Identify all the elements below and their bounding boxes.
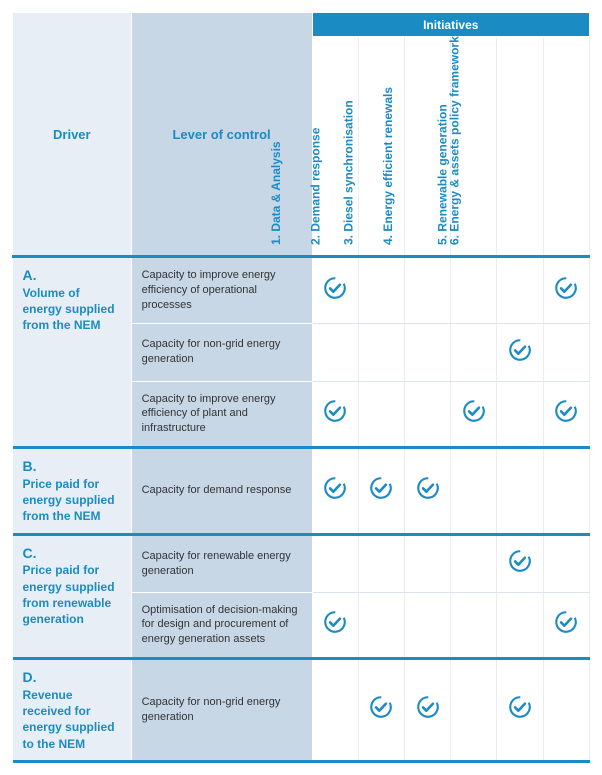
- check-cell: [405, 381, 451, 448]
- driver-title: Revenue received for energy supplied to …: [23, 688, 115, 751]
- check-cell: [358, 323, 404, 381]
- check-cell: [312, 659, 358, 762]
- check-cell: [405, 592, 451, 659]
- driver-title: Price paid for energy supplied from the …: [23, 477, 115, 523]
- driver-cell: A. Volume of energy supplied from the NEM: [13, 257, 132, 448]
- check-icon: [368, 694, 394, 720]
- check-cell: [405, 323, 451, 381]
- check-cell: [405, 257, 451, 324]
- check-icon: [553, 275, 579, 301]
- lever-cell: Optimisation of decision-making for desi…: [131, 592, 312, 659]
- check-cell: [358, 659, 404, 762]
- check-cell: [358, 257, 404, 324]
- check-icon: [553, 398, 579, 424]
- check-cell: [312, 592, 358, 659]
- check-cell: [312, 534, 358, 592]
- initiative-header: 5. Renewable generation: [497, 37, 543, 257]
- check-cell: [497, 592, 543, 659]
- driver-cell: B. Price paid for energy supplied from th…: [13, 448, 132, 534]
- check-cell: [312, 257, 358, 324]
- lever-cell: Capacity for non-grid energy generation: [131, 659, 312, 762]
- initiative-label: 1. Data & Analysis: [269, 141, 283, 245]
- check-icon: [322, 475, 348, 501]
- check-icon: [322, 609, 348, 635]
- check-cell: [451, 659, 497, 762]
- check-cell: [312, 323, 358, 381]
- check-cell: [358, 448, 404, 534]
- header-driver: Driver: [13, 13, 132, 257]
- check-cell: [312, 448, 358, 534]
- check-icon: [415, 694, 441, 720]
- driver-letter: C.: [23, 545, 37, 561]
- driver-cell: C. Price paid for energy supplied from re…: [13, 534, 132, 659]
- matrix-table: Driver Lever of control Initiatives 1. D…: [12, 12, 590, 763]
- check-cell: [405, 659, 451, 762]
- driver-title: Volume of energy supplied from the NEM: [23, 286, 115, 332]
- check-icon: [461, 398, 487, 424]
- check-cell: [451, 448, 497, 534]
- check-cell: [451, 592, 497, 659]
- driver-letter: D.: [23, 669, 37, 685]
- check-cell: [543, 257, 589, 324]
- header-lever: Lever of control: [131, 13, 312, 257]
- check-icon: [507, 548, 533, 574]
- initiative-label: 6. Energy & assets policy framework: [448, 36, 462, 245]
- lever-cell: Capacity for non-grid energy generation: [131, 323, 312, 381]
- check-cell: [451, 534, 497, 592]
- lever-cell: Capacity to improve energy efficiency of…: [131, 257, 312, 324]
- check-cell: [405, 448, 451, 534]
- check-cell: [312, 381, 358, 448]
- check-cell: [497, 448, 543, 534]
- check-icon: [322, 398, 348, 424]
- driver-letter: A.: [23, 267, 37, 283]
- initiative-header: 6. Energy & assets policy framework: [543, 37, 589, 257]
- lever-cell: Capacity for demand response: [131, 448, 312, 534]
- check-cell: [497, 659, 543, 762]
- driver-cell: D. Revenue received for energy supplied t…: [13, 659, 132, 762]
- check-cell: [451, 323, 497, 381]
- check-cell: [358, 592, 404, 659]
- check-cell: [543, 323, 589, 381]
- table-row: B. Price paid for energy supplied from th…: [13, 448, 590, 534]
- check-icon: [553, 609, 579, 635]
- check-icon: [368, 475, 394, 501]
- check-cell: [497, 323, 543, 381]
- check-icon: [507, 337, 533, 363]
- check-icon: [507, 694, 533, 720]
- lever-cell: Capacity for renewable energy generation: [131, 534, 312, 592]
- check-icon: [415, 475, 441, 501]
- lever-cell: Capacity to improve energy efficiency of…: [131, 381, 312, 448]
- header-initiatives: Initiatives: [312, 13, 589, 37]
- driver-letter: B.: [23, 458, 37, 474]
- check-cell: [543, 381, 589, 448]
- check-cell: [543, 448, 589, 534]
- check-icon: [322, 275, 348, 301]
- check-cell: [451, 257, 497, 324]
- check-cell: [405, 534, 451, 592]
- check-cell: [497, 257, 543, 324]
- check-cell: [497, 381, 543, 448]
- check-cell: [451, 381, 497, 448]
- check-cell: [543, 659, 589, 762]
- initiative-label: 2. Demand response: [309, 128, 323, 245]
- initiative-label: 4. Energy efficient renewals: [381, 87, 395, 245]
- initiative-label: 3. Diesel synchronisation: [341, 100, 355, 245]
- check-cell: [543, 592, 589, 659]
- check-cell: [497, 534, 543, 592]
- driver-title: Price paid for energy supplied from rene…: [23, 563, 115, 626]
- table-row: D. Revenue received for energy supplied t…: [13, 659, 590, 762]
- check-cell: [358, 381, 404, 448]
- check-cell: [358, 534, 404, 592]
- check-cell: [543, 534, 589, 592]
- table-row: C.Price paid for energy supplied from re…: [13, 534, 590, 592]
- table-row: A.Volume of energy supplied from the NEM…: [13, 257, 590, 324]
